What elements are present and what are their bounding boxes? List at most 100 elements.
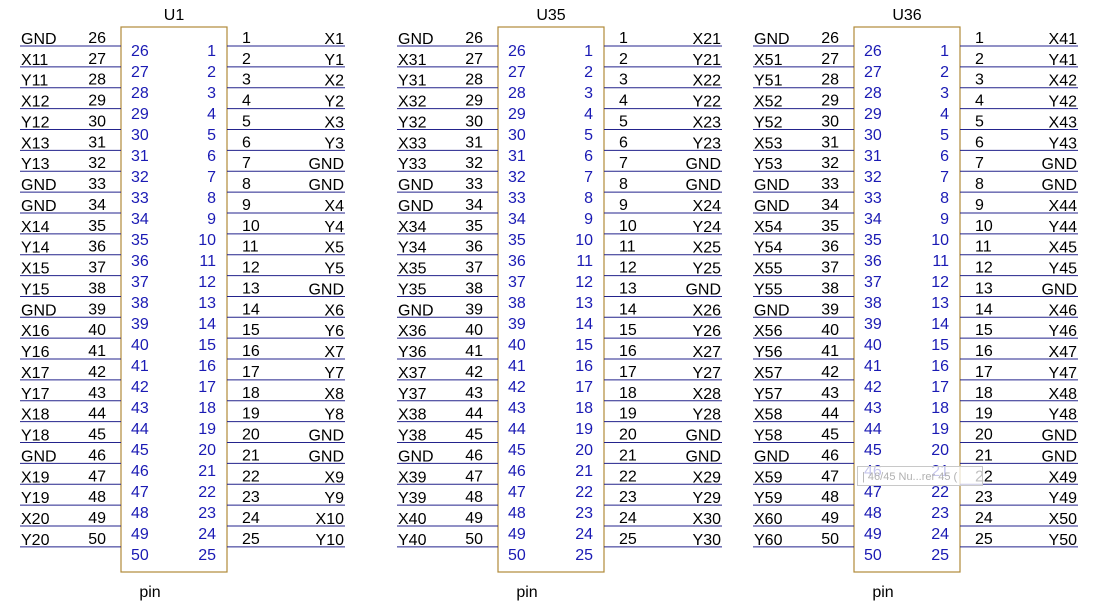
right-net-label: Y43 — [1049, 135, 1078, 152]
right-pin-number: 12 — [242, 260, 260, 277]
left-pin-number: 40 — [821, 322, 839, 339]
right-pin-number: 7 — [975, 155, 984, 172]
right-pin-number: 2 — [619, 51, 628, 68]
right-pin-number: 12 — [619, 260, 637, 277]
component-ref: U1 — [164, 7, 185, 24]
right-pin-number: 11 — [619, 239, 636, 256]
right-net-label: Y22 — [693, 94, 722, 111]
inner-left-pin-number: 39 — [864, 316, 882, 333]
inner-left-pin-number: 46 — [131, 463, 149, 480]
right-pin-number: 24 — [975, 510, 993, 527]
right-net-label: GND — [1041, 448, 1077, 465]
left-net-label: Y18 — [21, 428, 50, 445]
left-pin-number: 46 — [821, 447, 839, 464]
inner-left-pin-number: 29 — [508, 106, 526, 123]
inner-right-pin-number: 6 — [940, 148, 949, 165]
footprint-label: pin — [872, 584, 893, 601]
left-pin-number: 33 — [465, 176, 483, 193]
left-net-label: GND — [754, 198, 790, 215]
right-net-label: Y41 — [1049, 52, 1078, 69]
left-pin-number: 39 — [465, 301, 483, 318]
inner-right-pin-number: 8 — [940, 190, 949, 207]
right-pin-number: 9 — [242, 197, 251, 214]
right-pin-number: 8 — [242, 176, 251, 193]
right-pin-number: 17 — [975, 364, 993, 381]
right-pin-number: 6 — [242, 134, 251, 151]
right-net-label: GND — [1041, 177, 1077, 194]
inner-right-pin-number: 7 — [940, 169, 949, 186]
right-net-label: GND — [685, 281, 721, 298]
inner-right-pin-number: 13 — [931, 295, 949, 312]
inner-left-pin-number: 33 — [131, 190, 149, 207]
left-pin-number: 50 — [821, 531, 839, 548]
inner-left-pin-number: 43 — [508, 400, 526, 417]
inner-right-pin-number: 23 — [575, 505, 593, 522]
left-pin-number: 50 — [465, 531, 483, 548]
inner-right-pin-number: 16 — [931, 358, 949, 375]
component-ref: U36 — [892, 7, 921, 24]
inner-left-pin-number: 33 — [864, 190, 882, 207]
left-net-label: X59 — [754, 469, 783, 486]
inner-right-pin-number: 23 — [931, 505, 949, 522]
right-net-label: X3 — [324, 114, 344, 131]
inner-right-pin-number: 13 — [575, 295, 593, 312]
inner-right-pin-number: 8 — [584, 190, 593, 207]
left-pin-number: 26 — [465, 30, 483, 47]
inner-right-pin-number: 20 — [931, 442, 949, 459]
inner-left-pin-number: 30 — [864, 127, 882, 144]
right-pin-number: 23 — [619, 489, 637, 506]
left-pin-number: 47 — [88, 468, 106, 485]
right-net-label: Y28 — [693, 407, 722, 424]
right-pin-number: 17 — [619, 364, 637, 381]
right-net-label: GND — [308, 448, 344, 465]
right-net-label: X8 — [324, 386, 344, 403]
right-net-label: Y29 — [693, 490, 722, 507]
right-net-label: GND — [308, 428, 344, 445]
right-net-label: X48 — [1049, 386, 1078, 403]
left-pin-number: 32 — [821, 155, 839, 172]
left-pin-number: 50 — [88, 531, 106, 548]
right-pin-number: 21 — [619, 447, 637, 464]
footprint-label: pin — [516, 584, 537, 601]
right-pin-number: 1 — [619, 30, 628, 47]
inner-left-pin-number: 27 — [508, 64, 526, 81]
left-net-label: GND — [398, 198, 434, 215]
left-net-label: GND — [398, 31, 434, 48]
right-pin-number: 16 — [975, 343, 993, 360]
right-net-label: Y50 — [1049, 532, 1078, 549]
left-net-label: Y36 — [398, 344, 427, 361]
right-pin-number: 11 — [242, 239, 259, 256]
right-pin-number: 25 — [975, 531, 993, 548]
left-net-label: Y54 — [754, 240, 783, 257]
left-pin-number: 44 — [465, 406, 483, 423]
right-net-label: Y7 — [324, 365, 344, 382]
left-net-label: Y40 — [398, 532, 427, 549]
left-net-label: X53 — [754, 135, 783, 152]
inner-right-pin-number: 4 — [207, 106, 216, 123]
left-net-label: GND — [21, 302, 57, 319]
right-pin-number: 10 — [975, 218, 993, 235]
right-net-label: Y45 — [1049, 261, 1078, 278]
left-net-label: Y19 — [21, 490, 50, 507]
right-pin-number: 3 — [975, 72, 984, 89]
inner-left-pin-number: 26 — [508, 43, 526, 60]
left-net-label: X40 — [398, 511, 427, 528]
inner-left-pin-number: 33 — [508, 190, 526, 207]
inner-right-pin-number: 1 — [940, 43, 949, 60]
left-net-label: Y57 — [754, 386, 783, 403]
inner-left-pin-number: 34 — [864, 211, 882, 228]
inner-left-pin-number: 28 — [864, 85, 882, 102]
inner-left-pin-number: 49 — [864, 526, 882, 543]
right-net-label: X10 — [316, 511, 345, 528]
inner-right-pin-number: 7 — [584, 169, 593, 186]
right-net-label: X4 — [324, 198, 344, 215]
right-net-label: X41 — [1049, 31, 1078, 48]
inner-right-pin-number: 9 — [940, 211, 949, 228]
left-pin-number: 27 — [465, 51, 483, 68]
inner-left-pin-number: 31 — [508, 148, 526, 165]
right-net-label: X1 — [324, 31, 344, 48]
inner-right-pin-number: 10 — [575, 232, 593, 249]
left-net-label: GND — [398, 302, 434, 319]
inner-right-pin-number: 15 — [931, 337, 949, 354]
right-pin-number: 4 — [619, 93, 628, 110]
